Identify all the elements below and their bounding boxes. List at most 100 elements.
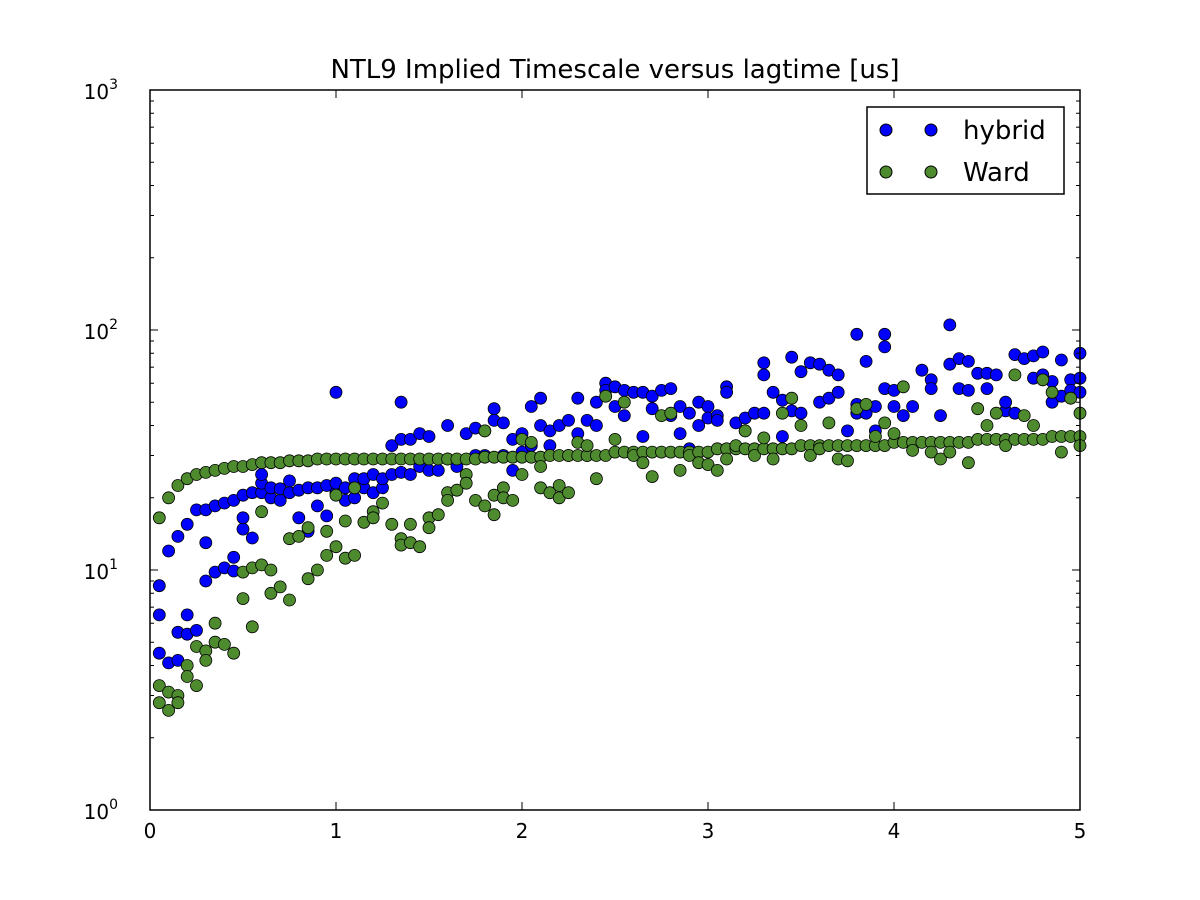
point-ward xyxy=(320,524,334,538)
x-tick-label: 5 xyxy=(1074,819,1087,843)
point-ward xyxy=(273,580,287,594)
point-ward xyxy=(171,479,185,492)
point-ward xyxy=(636,456,650,470)
point-ward xyxy=(943,445,957,459)
point-hybrid xyxy=(441,419,455,432)
point-hybrid xyxy=(394,395,408,409)
point-ward xyxy=(264,586,278,600)
point-ward xyxy=(385,517,399,531)
point-hybrid xyxy=(590,419,603,432)
point-ward xyxy=(152,511,166,525)
point-ward xyxy=(301,572,315,586)
point-hybrid xyxy=(236,522,250,536)
point-ward xyxy=(245,620,259,634)
y-tick-label: 102 xyxy=(84,317,118,344)
point-ward xyxy=(478,424,492,438)
point-hybrid xyxy=(199,574,213,588)
point-ward xyxy=(599,389,613,403)
point-hybrid xyxy=(692,419,706,432)
point-ward xyxy=(878,416,892,430)
point-hybrid xyxy=(962,383,975,397)
point-hybrid xyxy=(822,391,836,405)
point-hybrid xyxy=(896,409,910,423)
point-ward xyxy=(217,638,231,651)
point-hybrid xyxy=(180,608,194,622)
point-hybrid xyxy=(906,400,919,413)
chart-title: NTL9 Implied Timescale versus lagtime [u… xyxy=(330,55,899,85)
point-hybrid xyxy=(227,550,241,564)
point-hybrid xyxy=(562,413,575,427)
point-hybrid xyxy=(831,368,845,382)
point-hybrid xyxy=(385,439,399,453)
point-hybrid xyxy=(255,468,269,481)
point-ward xyxy=(227,646,241,660)
legend: hybrid Ward xyxy=(866,106,1065,195)
legend-marker-hybrid xyxy=(879,123,893,137)
point-hybrid xyxy=(283,474,296,488)
point-ward xyxy=(766,452,780,466)
point-ward xyxy=(896,380,910,394)
point-hybrid xyxy=(683,406,696,420)
point-hybrid xyxy=(673,427,687,441)
point-hybrid xyxy=(431,463,445,477)
point-hybrid xyxy=(831,385,845,399)
point-hybrid xyxy=(403,432,417,446)
point-hybrid xyxy=(701,400,715,413)
point-ward xyxy=(469,493,482,507)
legend-label-hybrid: hybrid xyxy=(963,116,1046,146)
point-ward xyxy=(180,659,194,672)
point-ward xyxy=(301,521,315,535)
point-ward xyxy=(757,431,771,445)
point-ward xyxy=(887,427,901,441)
point-ward xyxy=(171,696,185,710)
point-ward xyxy=(348,549,362,562)
legend-label-ward: Ward xyxy=(963,158,1030,188)
point-ward xyxy=(989,406,1003,420)
plot-frame xyxy=(149,89,1081,811)
point-ward xyxy=(710,463,724,477)
y-tick-label: 101 xyxy=(84,557,118,584)
point-hybrid xyxy=(962,354,975,368)
point-ward xyxy=(459,476,473,490)
point-hybrid xyxy=(924,382,938,396)
point-ward xyxy=(673,463,687,477)
point-ward xyxy=(152,696,166,710)
point-hybrid xyxy=(785,350,799,364)
x-tick-label: 3 xyxy=(702,819,715,843)
point-hybrid xyxy=(934,409,947,423)
point-hybrid xyxy=(850,327,864,341)
point-hybrid xyxy=(524,400,538,413)
x-tick-labels: 0 1 2 3 4 5 xyxy=(144,819,1087,843)
point-hybrid xyxy=(813,357,826,371)
point-hybrid xyxy=(980,382,994,396)
point-hybrid xyxy=(878,340,892,354)
point-ward xyxy=(748,449,761,462)
point-hybrid xyxy=(887,400,901,413)
point-hybrid xyxy=(841,424,854,438)
point-hybrid xyxy=(152,608,166,622)
y-tick-label: 100 xyxy=(84,797,118,824)
point-ward xyxy=(403,517,417,531)
x-tick-label: 1 xyxy=(330,819,343,843)
point-hybrid xyxy=(590,395,603,409)
point-ward xyxy=(841,454,854,468)
point-ward xyxy=(208,616,222,630)
point-hybrid xyxy=(859,354,873,368)
point-ward xyxy=(924,445,938,459)
point-ward xyxy=(794,419,808,432)
y-tick-label: 103 xyxy=(84,77,118,104)
point-hybrid xyxy=(776,430,789,443)
point-ward xyxy=(701,458,715,472)
point-hybrid xyxy=(534,391,547,405)
point-hybrid xyxy=(459,427,473,441)
point-hybrid xyxy=(403,468,417,481)
point-ward xyxy=(190,679,203,692)
point-hybrid xyxy=(664,382,678,396)
point-hybrid xyxy=(673,400,687,413)
legend-box xyxy=(866,106,1065,195)
point-ward xyxy=(236,592,250,605)
point-hybrid xyxy=(152,579,166,593)
point-ward xyxy=(803,449,817,462)
point-ward xyxy=(562,486,575,500)
point-hybrid xyxy=(190,624,203,637)
